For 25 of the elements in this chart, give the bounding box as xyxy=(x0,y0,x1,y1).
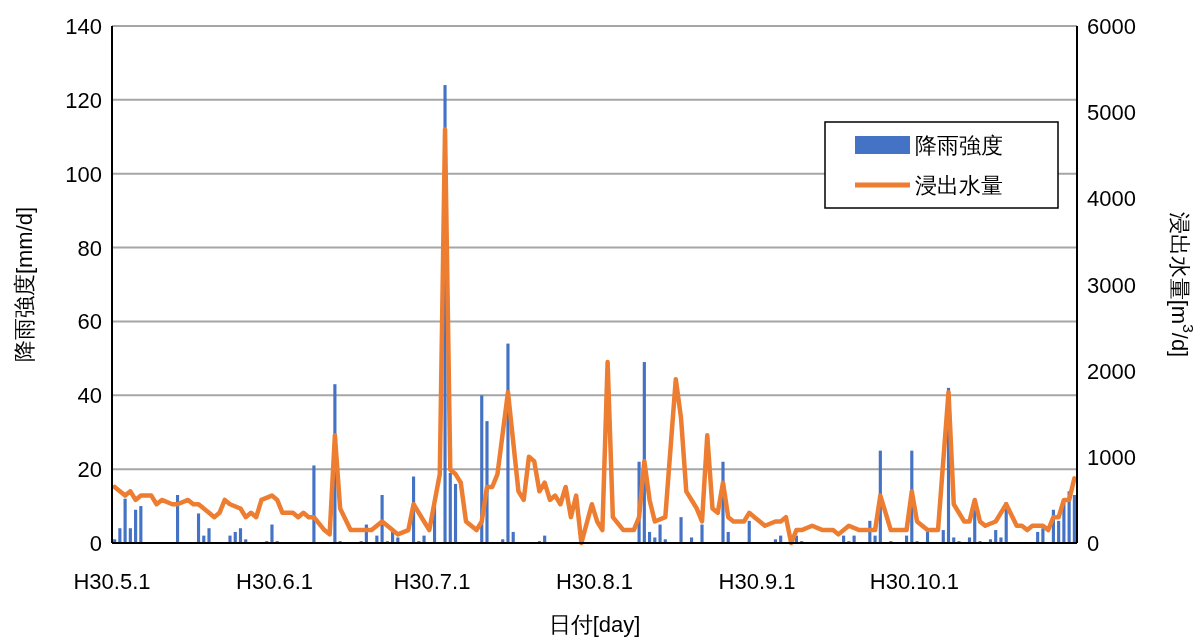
legend-label: 浸出水量 xyxy=(915,172,1003,198)
x-tick-label: H30.5.1 xyxy=(73,568,151,594)
x-tick-label: H30.9.1 xyxy=(718,568,796,594)
y-axis-title: 降雨強度[mm/d] xyxy=(11,206,37,363)
y-tick-label: 20 xyxy=(77,456,102,482)
y2-tick-label: 2000 xyxy=(1087,358,1136,384)
y-tick-label: 120 xyxy=(65,87,102,113)
y2-tick-label: 5000 xyxy=(1087,99,1136,125)
y2-tick-label: 4000 xyxy=(1087,185,1136,211)
x-tick-label: H30.6.1 xyxy=(236,568,314,594)
y-tick-label: 60 xyxy=(77,308,102,334)
y-tick-label: 80 xyxy=(77,235,102,261)
y2-tick-label: 1000 xyxy=(1087,444,1136,470)
y2-tick-label: 6000 xyxy=(1087,13,1136,39)
y-tick-label: 40 xyxy=(77,382,102,408)
y2-tick-label: 0 xyxy=(1087,530,1100,556)
x-tick-label: H30.7.1 xyxy=(393,568,471,594)
y2-tick-label: 3000 xyxy=(1087,272,1136,297)
x-tick-label: H30.8.1 xyxy=(555,568,634,594)
y-tick-label: 100 xyxy=(65,161,102,187)
y-tick-label: 140 xyxy=(65,13,102,39)
legend-label: 降雨強度 xyxy=(915,132,1003,158)
y-tick-label: 0 xyxy=(89,530,102,556)
x-tick-label: H30.10.1 xyxy=(869,568,960,594)
x-axis-title: 日付[day] xyxy=(548,611,641,637)
